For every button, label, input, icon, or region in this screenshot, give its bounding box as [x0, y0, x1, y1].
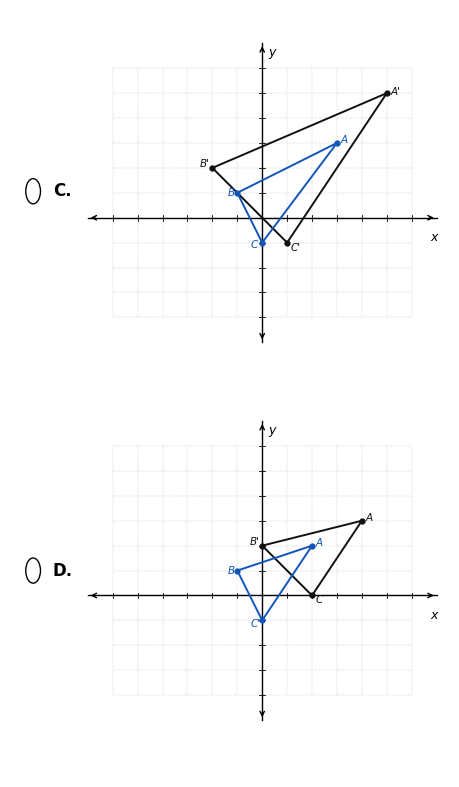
Text: C: C [315, 596, 322, 605]
Text: C: C [251, 240, 257, 250]
Text: x: x [430, 231, 437, 245]
Text: x: x [430, 609, 437, 623]
Text: C': C' [251, 619, 261, 629]
Text: C': C' [290, 242, 300, 253]
Text: y: y [268, 423, 275, 437]
Text: D.: D. [53, 562, 73, 579]
Text: B': B' [249, 537, 259, 547]
Text: y: y [268, 46, 275, 59]
Text: A: A [315, 538, 322, 549]
Text: C.: C. [53, 183, 71, 200]
Text: B': B' [200, 159, 209, 169]
Text: A: A [365, 513, 372, 523]
Text: B: B [227, 566, 234, 575]
Text: B: B [227, 188, 234, 198]
Text: A: A [340, 135, 347, 145]
Text: A': A' [390, 87, 400, 97]
